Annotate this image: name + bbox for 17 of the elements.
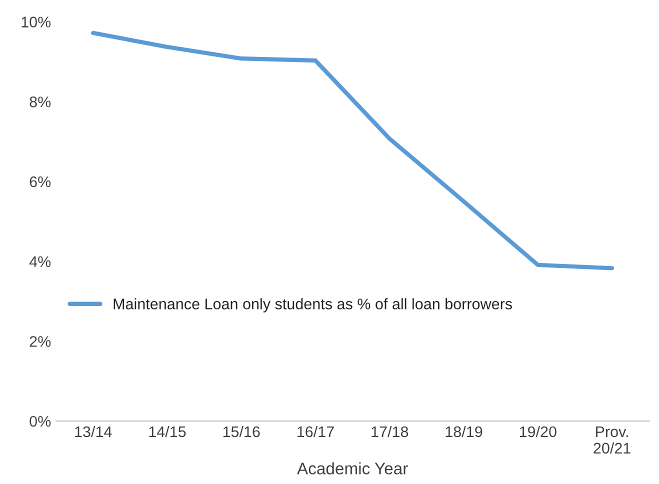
- y-tick-label: 0%: [30, 416, 51, 427]
- y-tick-label: 10%: [22, 16, 51, 28]
- x-tick-label: 19/20: [520, 426, 556, 438]
- x-tick-label: 13/14: [75, 426, 112, 438]
- x-tick-label: 17/18: [372, 426, 408, 438]
- x-tick-label: 15/16: [223, 426, 260, 438]
- x-tick-label: 14/15: [149, 426, 186, 438]
- y-tick-label: 8%: [30, 96, 51, 108]
- x-tick-label: 18/19: [446, 426, 482, 438]
- y-tick-label: 6%: [30, 176, 51, 188]
- x-axis-title: Academic Year: [297, 462, 408, 474]
- x-tick-label: 16/17: [298, 426, 334, 438]
- y-tick-label: 4%: [29, 256, 51, 267]
- line-series: [91, 30, 614, 270]
- y-tick-label: 2%: [30, 336, 51, 347]
- x-tick-label: Prov. 20/21: [594, 426, 630, 454]
- legend-label: Maintenance Loan only students as % of all loan borrowers: [114, 298, 512, 312]
